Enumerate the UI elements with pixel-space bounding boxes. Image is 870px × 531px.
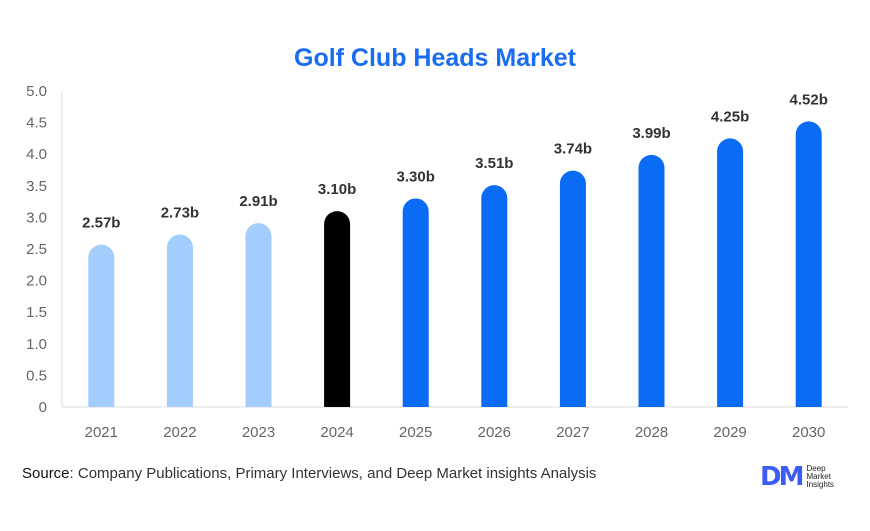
x-tick-label-2026: 2026 xyxy=(478,424,511,441)
logo-mark: DM xyxy=(760,462,805,492)
x-tick-label-2027: 2027 xyxy=(556,424,589,441)
y-tick-label: 3.5 xyxy=(26,178,47,195)
data-label-2023: 2.91b xyxy=(239,193,277,210)
y-tick-label: 0.5 xyxy=(26,367,47,384)
bar-2023 xyxy=(245,223,272,407)
logo-text-1: Deep xyxy=(806,464,826,473)
chart-title: Golf Club Heads Market xyxy=(294,44,576,72)
y-tick-label: 5.0 xyxy=(26,83,47,100)
deep-market-insights-logo: DM Deep Market Insights xyxy=(760,462,834,492)
bar-2030 xyxy=(795,121,822,408)
bar-2025 xyxy=(402,198,429,407)
data-label-2026: 3.51b xyxy=(475,155,513,172)
data-label-2030: 4.52b xyxy=(790,91,828,108)
x-tick-label-2030: 2030 xyxy=(792,424,825,441)
bar-2027 xyxy=(559,170,586,407)
y-tick-label: 3.0 xyxy=(26,209,47,226)
data-label-2025: 3.30b xyxy=(397,168,435,185)
source-text: : Company Publications, Primary Intervie… xyxy=(69,465,597,482)
x-tick-label-2021: 2021 xyxy=(85,424,118,441)
x-tick-label-2028: 2028 xyxy=(635,424,668,441)
y-tick-label: 4.5 xyxy=(26,115,47,132)
data-label-2022: 2.73b xyxy=(161,204,199,221)
bar-2024 xyxy=(324,211,351,407)
y-tick-label: 4.0 xyxy=(26,146,47,163)
data-label-2024: 3.10b xyxy=(318,181,356,198)
x-tick-label-2023: 2023 xyxy=(242,424,275,441)
y-tick-label: 2.0 xyxy=(26,273,47,290)
data-label-2029: 4.25b xyxy=(711,108,749,125)
x-tick-label-2024: 2024 xyxy=(320,424,353,441)
data-label-2028: 3.99b xyxy=(632,125,670,142)
y-tick-label: 1.5 xyxy=(26,304,47,321)
logo-text-3: Insights xyxy=(806,480,835,489)
y-tick-label: 1.0 xyxy=(26,336,47,353)
bar-2028 xyxy=(638,154,665,407)
logo-text-2: Market xyxy=(806,472,831,481)
bar-2029 xyxy=(717,138,744,407)
source-label: Source xyxy=(22,465,70,482)
y-tick-label: 0 xyxy=(39,399,47,416)
x-tick-label-2022: 2022 xyxy=(163,424,196,441)
source-note: Source: Company Publications, Primary In… xyxy=(22,465,596,482)
bar-2026 xyxy=(481,185,508,407)
data-label-2021: 2.57b xyxy=(82,215,120,232)
x-tick-label-2029: 2029 xyxy=(713,424,746,441)
data-label-2027: 3.74b xyxy=(554,141,592,158)
bar-2022 xyxy=(166,234,193,407)
y-tick-label: 2.5 xyxy=(26,241,47,258)
x-tick-label-2025: 2025 xyxy=(399,424,432,441)
bar-2021 xyxy=(88,244,115,407)
